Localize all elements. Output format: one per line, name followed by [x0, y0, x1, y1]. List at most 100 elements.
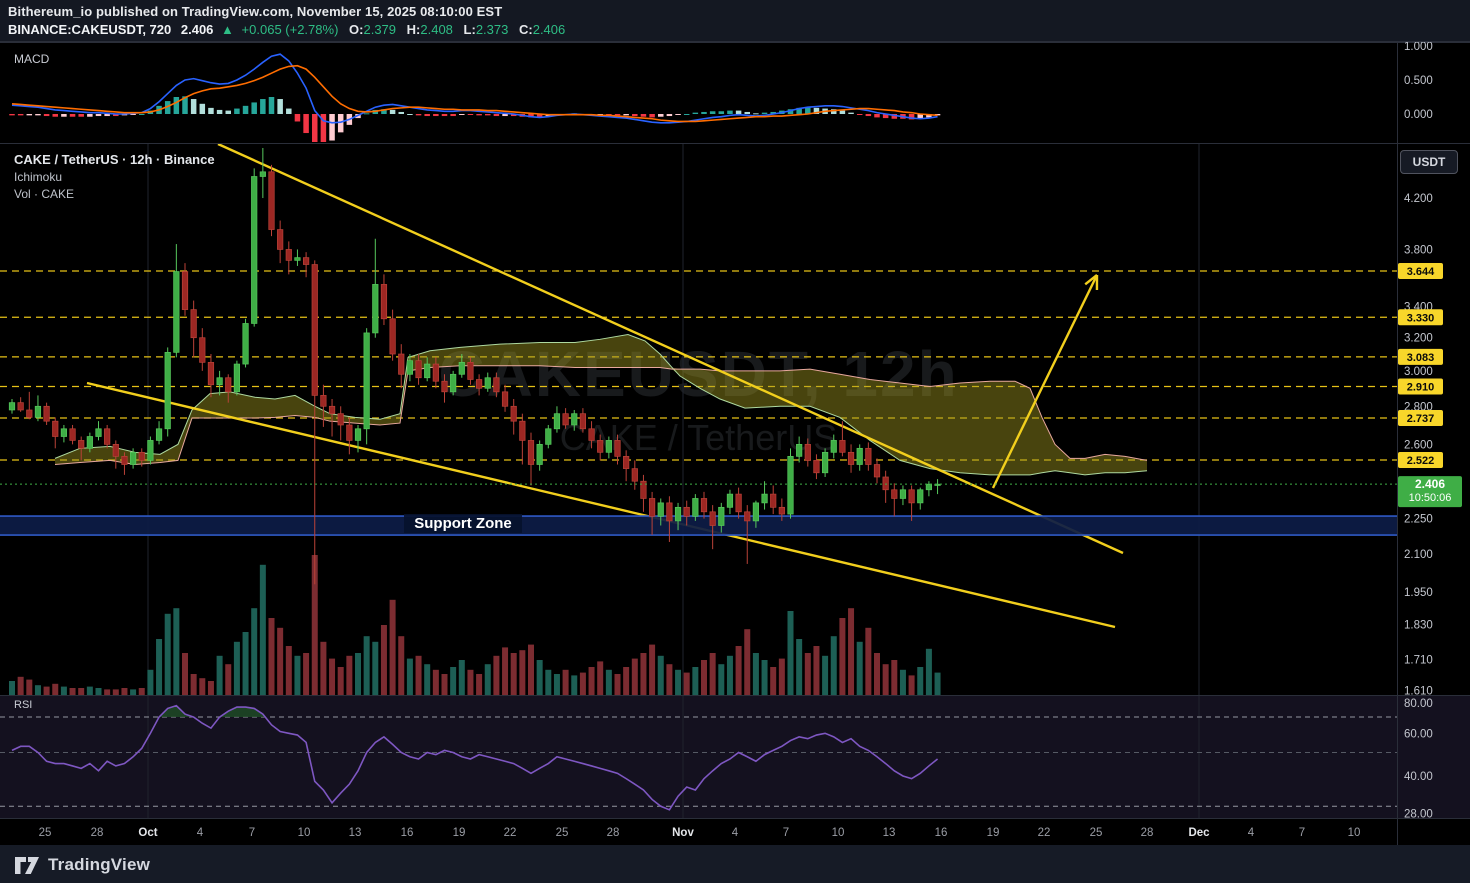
volume-bar: [329, 658, 336, 695]
svg-text:7: 7: [1299, 827, 1305, 839]
volume-bar: [536, 660, 543, 695]
volume-bar: [432, 669, 439, 695]
svg-text:1.000: 1.000: [1404, 41, 1433, 53]
volume-bar: [311, 555, 318, 695]
support-zone: [0, 515, 1397, 536]
candle: [95, 428, 102, 437]
svg-text:1.950: 1.950: [1404, 587, 1433, 599]
candle: [631, 468, 638, 482]
candle: [52, 420, 59, 437]
volume-bar: [441, 674, 448, 695]
candle: [623, 455, 630, 469]
candle: [899, 489, 907, 499]
volume-bar: [242, 632, 249, 695]
candle: [674, 506, 682, 522]
candle: [847, 451, 855, 465]
svg-text:2.910: 2.910: [1407, 382, 1435, 394]
candle: [752, 502, 760, 522]
volume-bar: [579, 672, 586, 695]
volume-bar: [450, 667, 457, 695]
volume-bar: [182, 653, 188, 695]
candle: [372, 284, 379, 334]
currency-unit-button[interactable]: USDT: [1400, 150, 1458, 174]
trend-drawings: [86, 142, 1124, 629]
candle: [579, 413, 587, 430]
volume-bar: [467, 669, 474, 695]
svg-text:Oct: Oct: [138, 827, 157, 839]
volume-bar: [138, 688, 145, 695]
candle: [389, 318, 396, 355]
level-price-label: [1398, 409, 1443, 426]
candle: [666, 502, 673, 522]
legend-symbol-title[interactable]: CAKE / TetherUS · 12h · Binance: [14, 152, 215, 167]
level-price-label: [1398, 309, 1443, 326]
candle: [571, 413, 578, 426]
candle: [363, 332, 370, 430]
tradingview-brand-text: TradingView: [48, 854, 151, 874]
volume-bar: [631, 658, 638, 695]
volume-bar: [251, 608, 258, 695]
candle: [527, 440, 535, 465]
candle: [605, 440, 612, 453]
macd-indicator-legend[interactable]: MACD: [14, 52, 50, 66]
svg-text:28: 28: [1141, 827, 1154, 839]
support-zone-annotation[interactable]: Support Zone: [378, 514, 548, 533]
volume-bar: [277, 627, 284, 695]
rsi-indicator-legend[interactable]: RSI: [14, 699, 33, 711]
legend-volume[interactable]: Vol · CAKE: [14, 187, 75, 201]
volume-bar: [502, 647, 509, 695]
candle: [467, 362, 474, 380]
candle: [190, 309, 197, 339]
volume-bar: [225, 664, 232, 695]
symbol-name[interactable]: BINANCE:CAKEUSDT, 720: [8, 22, 172, 37]
volume-bar: [268, 618, 275, 695]
volume-bar: [701, 660, 707, 695]
candle: [277, 229, 284, 250]
level-price-label: [1398, 452, 1443, 468]
candle: [778, 506, 785, 515]
candle: [34, 405, 42, 418]
high-label: H:: [406, 22, 421, 37]
candle: [908, 489, 915, 504]
tradingview-brand-link[interactable]: TradingView: [14, 852, 150, 877]
svg-text:16: 16: [401, 827, 414, 839]
volume-bar: [848, 608, 855, 695]
volume-bar: [380, 625, 387, 695]
candle: [700, 498, 708, 513]
candle: [648, 498, 656, 517]
svg-text:7: 7: [783, 827, 789, 839]
candle: [225, 377, 232, 393]
volume-bars: [9, 555, 941, 695]
candle: [614, 440, 621, 457]
price-axis[interactable]: 4.2003.8003.4003.2003.0002.8002.6002.250…: [1398, 41, 1462, 821]
volume-bar: [813, 646, 820, 695]
volume-bar: [173, 608, 180, 695]
candle: [787, 455, 794, 515]
legend-ichimoku[interactable]: Ichimoku: [14, 170, 63, 184]
candle: [770, 493, 777, 508]
volume-bar: [510, 653, 517, 695]
volume-bar: [562, 669, 569, 695]
candle: [233, 363, 240, 393]
svg-text:4: 4: [1248, 827, 1255, 839]
last-price: 2.406: [180, 22, 214, 37]
svg-text:10: 10: [1348, 827, 1361, 839]
candle: [328, 405, 336, 415]
svg-text:13: 13: [349, 827, 362, 839]
candle: [181, 271, 189, 310]
svg-text:19: 19: [987, 827, 1000, 839]
volume-bar: [744, 629, 751, 695]
volume-bar: [86, 686, 93, 695]
volume-bar: [778, 658, 785, 695]
time-axis[interactable]: 25 28 Oct 4 7 10 13 16 19 22 25 28 Nov 4 7 10 13 16 19 22 25…: [39, 827, 1361, 839]
candle: [692, 498, 699, 517]
svg-text:2.250: 2.250: [1404, 514, 1433, 526]
candle: [86, 436, 93, 449]
volume-bar: [683, 672, 690, 695]
candle: [640, 480, 647, 499]
volume-bar: [207, 681, 214, 695]
volume-bar: [406, 658, 413, 695]
candle: [813, 460, 820, 474]
